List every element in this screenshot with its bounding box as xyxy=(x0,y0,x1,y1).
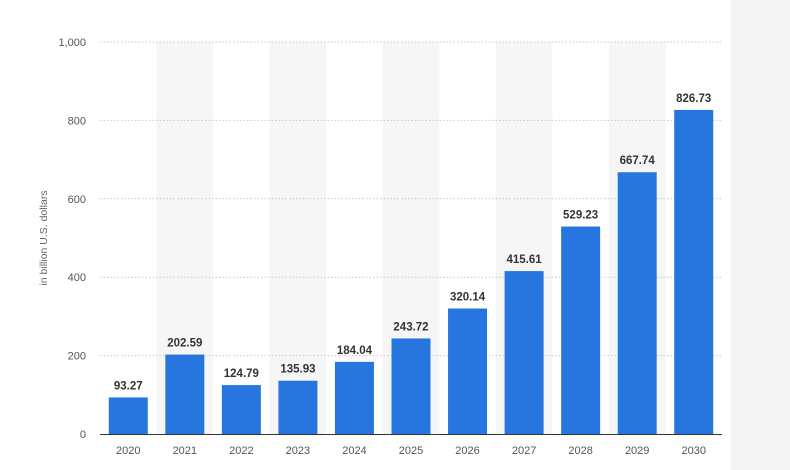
x-tick-label: 2029 xyxy=(625,445,649,457)
y-axis-ticks: 0 200 400 600 800 1,000 xyxy=(58,37,86,441)
y-tick-label: 800 xyxy=(68,115,86,127)
x-axis-ticks: 2020 2021 2022 2023 2024 2025 2026 2027 2028 2029… xyxy=(116,445,706,457)
bar xyxy=(221,385,261,434)
bar xyxy=(278,380,318,434)
bar xyxy=(617,172,657,435)
bar xyxy=(674,109,714,434)
data-label: 124.79 xyxy=(224,368,259,380)
y-tick-label: 600 xyxy=(68,194,86,206)
data-label: 202.59 xyxy=(167,338,202,350)
y-tick-label: 200 xyxy=(68,351,86,363)
bar xyxy=(561,226,601,434)
x-tick-label: 2023 xyxy=(286,445,310,457)
y-tick-label: 0 xyxy=(80,429,86,441)
y-tick-label: 400 xyxy=(68,272,86,284)
x-tick-label: 2025 xyxy=(399,445,423,457)
bar xyxy=(165,354,205,434)
x-tick-label: 2026 xyxy=(455,445,479,457)
bar xyxy=(391,338,431,434)
data-label: 826.73 xyxy=(676,93,711,105)
bar xyxy=(334,361,374,434)
data-label: 135.93 xyxy=(280,364,315,376)
x-tick-label: 2022 xyxy=(229,445,253,457)
bar xyxy=(108,397,148,434)
x-tick-label: 2030 xyxy=(681,445,705,457)
x-tick-label: 2020 xyxy=(116,445,140,457)
background-band xyxy=(269,42,327,434)
data-label: 184.04 xyxy=(337,345,373,357)
data-labels: 93.27 202.59 124.79 135.93 184.04 243.72 320.1… xyxy=(114,93,711,393)
data-label: 93.27 xyxy=(114,380,143,392)
y-tick-label: 1,000 xyxy=(58,37,86,49)
x-tick-label: 2028 xyxy=(568,445,592,457)
y-axis-title: in billion U.S. dollars xyxy=(38,190,50,285)
x-tick-label: 2027 xyxy=(512,445,536,457)
data-label: 529.23 xyxy=(563,210,598,222)
side-panel-strip xyxy=(731,0,790,470)
bar xyxy=(448,308,488,434)
x-tick-label: 2024 xyxy=(342,445,366,457)
data-label: 243.72 xyxy=(393,321,428,333)
data-label: 320.14 xyxy=(450,292,486,304)
data-label: 667.74 xyxy=(620,155,656,167)
bar xyxy=(504,271,544,434)
x-tick-label: 2021 xyxy=(173,445,197,457)
bars xyxy=(108,109,714,435)
data-label: 415.61 xyxy=(506,254,542,266)
